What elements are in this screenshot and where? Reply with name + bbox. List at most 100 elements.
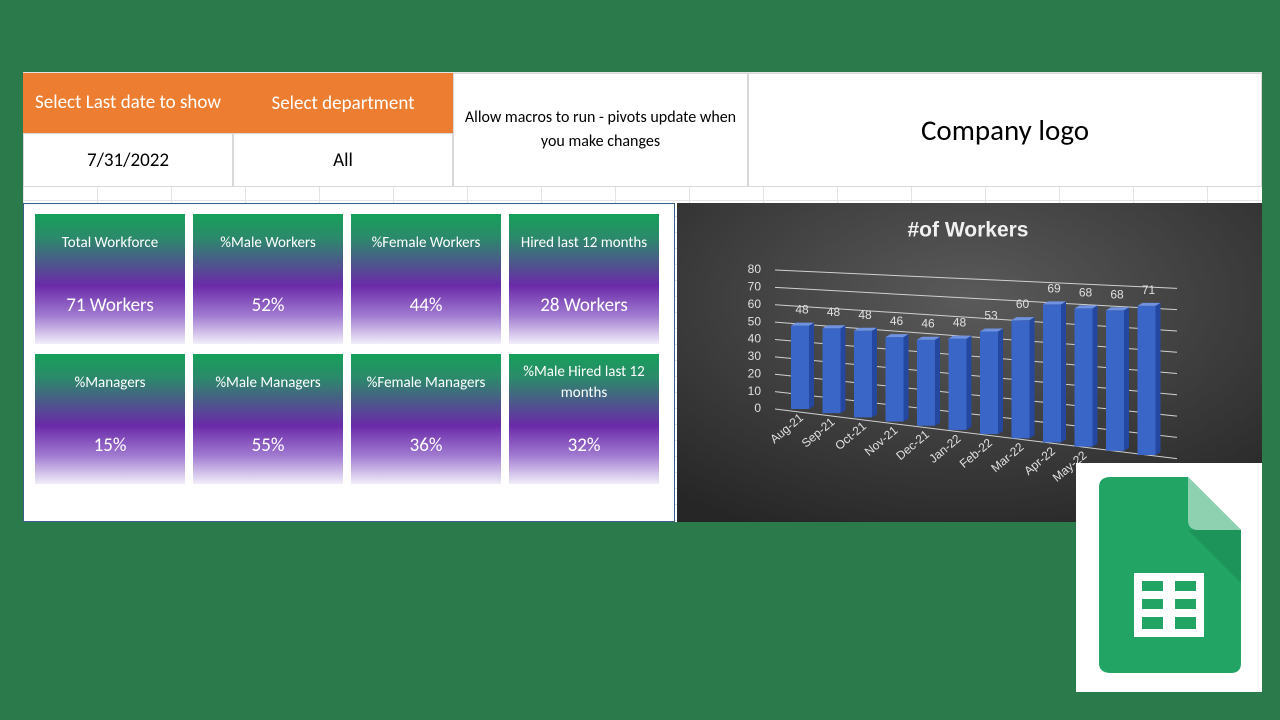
kpi-label: %Male Workers	[220, 233, 316, 252]
bar-side	[872, 327, 877, 418]
y-tick-label: 10	[748, 384, 762, 398]
bar-top	[822, 325, 846, 329]
department-value[interactable]: All	[233, 133, 453, 187]
kpi-card: %Male Hired last 12 months 32%	[509, 354, 659, 484]
sheets-icon	[1099, 477, 1241, 673]
kpi-card: %Female Workers 44%	[351, 214, 501, 344]
bar-side	[966, 335, 972, 430]
bar-top	[917, 336, 940, 340]
kpi-value: 71 Workers	[66, 294, 154, 317]
bar	[885, 337, 904, 422]
data-label: 53	[984, 309, 998, 323]
bar-top	[1043, 301, 1066, 305]
kpi-card: Total Workforce 71 Workers	[35, 214, 185, 344]
kpi-value: 44%	[409, 294, 443, 317]
bar	[1106, 310, 1124, 451]
bar-side	[903, 334, 909, 422]
kpi-card: %Managers 15%	[35, 354, 185, 484]
bar-group	[917, 336, 940, 426]
bar-side	[998, 328, 1003, 435]
kpi-label: %Male Managers	[215, 373, 321, 392]
grid-line	[774, 269, 1178, 289]
bar	[822, 328, 841, 414]
bar-group	[1043, 301, 1066, 443]
y-tick-label: 80	[748, 262, 762, 276]
bar-group	[822, 325, 846, 414]
bar-top	[980, 328, 1003, 332]
bar-side	[840, 325, 846, 414]
bar-side	[1061, 301, 1066, 443]
bar-side	[1029, 317, 1035, 439]
data-label: 48	[827, 305, 841, 319]
grid-line	[774, 286, 1178, 311]
bar-side	[935, 336, 940, 426]
kpi-value: 32%	[567, 434, 601, 457]
date-value[interactable]: 7/31/2022	[23, 133, 233, 187]
bar	[980, 331, 998, 435]
kpi-card: %Male Managers 55%	[193, 354, 343, 484]
bar-top	[885, 334, 909, 338]
bar-top	[1074, 305, 1098, 309]
bar-group	[948, 335, 972, 430]
bar-group	[1137, 302, 1161, 455]
sheets-logo	[1076, 463, 1262, 692]
bar	[1011, 320, 1030, 439]
data-label: 48	[795, 303, 809, 317]
kpi-card: Hired last 12 months 28 Workers	[509, 214, 659, 344]
y-tick-label: 30	[748, 349, 762, 363]
bar	[1074, 308, 1093, 447]
bar-side	[1155, 302, 1161, 455]
kpi-label: Hired last 12 months	[520, 233, 648, 252]
bar-group	[791, 322, 814, 409]
bar	[791, 325, 809, 409]
data-label: 48	[858, 308, 872, 322]
department-label: Select department	[233, 73, 453, 133]
macro-note: Allow macros to run - pivots update when…	[453, 73, 748, 187]
kpi-panel: Total Workforce 71 Workers %Male Workers 52…	[23, 203, 675, 522]
bar-group	[1011, 317, 1035, 439]
bar	[948, 338, 967, 430]
bar-group	[854, 327, 877, 418]
bar-group	[885, 334, 909, 422]
data-label: 46	[890, 314, 904, 328]
data-label: 48	[953, 316, 967, 330]
kpi-value: 52%	[251, 294, 285, 317]
y-tick-label: 0	[754, 401, 761, 415]
data-label: 46	[921, 317, 935, 331]
bar-group	[980, 328, 1003, 435]
data-label: 71	[1142, 283, 1156, 297]
bar-top	[948, 335, 972, 339]
kpi-value: 55%	[251, 434, 285, 457]
bar-top	[1106, 307, 1129, 311]
bar-group	[1074, 305, 1098, 447]
data-label: 68	[1079, 285, 1093, 299]
y-tick-label: 70	[748, 280, 762, 294]
kpi-value: 15%	[93, 434, 127, 457]
kpi-label: %Managers	[74, 373, 146, 392]
bar-top	[791, 322, 814, 326]
bar-side	[1124, 307, 1129, 451]
bar	[854, 330, 872, 418]
kpi-value: 36%	[409, 434, 443, 457]
bar-top	[1011, 317, 1035, 321]
y-tick-label: 20	[748, 366, 762, 380]
bar-top	[854, 327, 877, 331]
data-label: 68	[1110, 287, 1124, 301]
bar-group	[1106, 307, 1129, 451]
bar	[1043, 304, 1061, 443]
kpi-value: 28 Workers	[540, 294, 628, 317]
bar	[1137, 305, 1156, 455]
y-tick-label: 50	[748, 314, 762, 328]
bar-side	[1092, 305, 1098, 447]
kpi-card: %Male Workers 52%	[193, 214, 343, 344]
chart-title: #of Workers	[908, 219, 1029, 242]
data-label: 69	[1047, 281, 1061, 295]
kpi-label: %Female Managers	[366, 373, 486, 392]
y-tick-label: 60	[748, 297, 762, 311]
bar	[917, 339, 935, 426]
y-tick-label: 40	[748, 332, 762, 346]
data-label: 60	[1016, 297, 1030, 311]
kpi-card: %Female Managers 36%	[351, 354, 501, 484]
bar-top	[1137, 302, 1161, 306]
